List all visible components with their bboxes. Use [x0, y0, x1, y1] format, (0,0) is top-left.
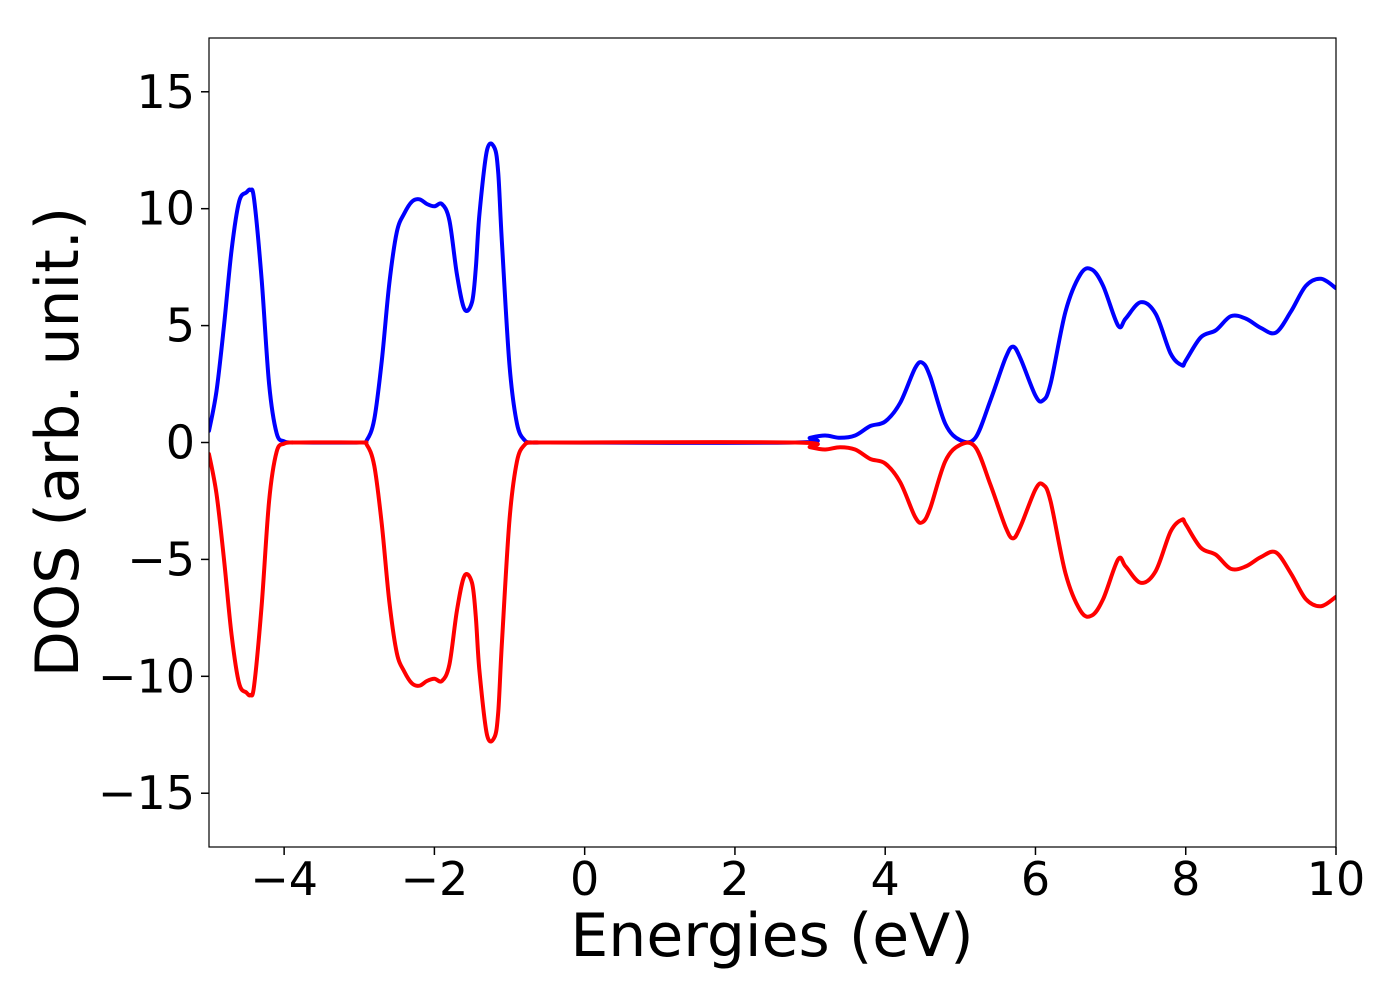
y-tick-label: 15: [136, 65, 195, 119]
x-tick-label: 8: [1171, 852, 1200, 906]
series-layer: [209, 141, 1336, 744]
x-tick-label: 10: [1307, 852, 1366, 906]
x-tick-label: 4: [871, 852, 900, 906]
series-line-spin-down: [209, 440, 1336, 744]
y-axis-ticks: 15 10 5 0 −5 −10 −15: [98, 65, 209, 820]
y-axis-label: DOS (arb. unit.): [23, 207, 93, 677]
y-tick-label: 5: [166, 299, 195, 353]
y-tick-label: −15: [98, 766, 195, 820]
x-tick-label: −4: [250, 852, 318, 906]
x-axis-label: Energies (eV): [570, 901, 973, 971]
x-tick-label: −2: [400, 852, 468, 906]
x-axis-ticks: −4 −2 0 2 4 6 8 10: [250, 847, 1365, 906]
y-tick-label: 0: [166, 416, 195, 470]
x-tick-label: 2: [720, 852, 749, 906]
y-tick-label: 10: [136, 182, 195, 236]
y-tick-label: −10: [98, 649, 195, 703]
x-tick-label: 6: [1021, 852, 1050, 906]
y-tick-label: −5: [127, 532, 195, 586]
x-tick-label: 0: [570, 852, 599, 906]
